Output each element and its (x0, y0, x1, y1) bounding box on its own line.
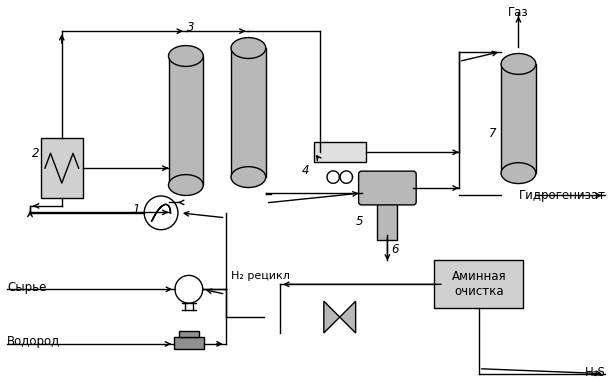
Text: 6: 6 (392, 243, 399, 256)
Circle shape (175, 275, 203, 303)
Text: Газ: Газ (508, 7, 529, 20)
Circle shape (144, 196, 178, 230)
Ellipse shape (169, 175, 203, 195)
Text: 3: 3 (187, 21, 194, 34)
Ellipse shape (501, 163, 536, 183)
Polygon shape (324, 301, 340, 333)
Text: Гидрогенизат: Гидрогенизат (519, 189, 606, 202)
Text: Водород: Водород (7, 336, 60, 349)
FancyBboxPatch shape (359, 171, 416, 205)
Bar (174, 337, 203, 349)
Bar (378, 202, 397, 240)
Bar (314, 142, 365, 162)
Polygon shape (340, 301, 356, 333)
Bar (169, 56, 203, 185)
Bar (179, 331, 199, 337)
Text: H₂S: H₂S (585, 366, 606, 379)
Ellipse shape (231, 167, 266, 188)
Text: 2: 2 (32, 147, 40, 160)
Text: H₂ рецикл: H₂ рецикл (231, 272, 290, 282)
Ellipse shape (169, 46, 203, 66)
Bar (231, 48, 266, 177)
Text: Аминная
очистка: Аминная очистка (452, 270, 506, 298)
Text: 5: 5 (356, 215, 364, 228)
Bar (501, 64, 536, 173)
Text: 7: 7 (489, 127, 497, 140)
Bar (434, 260, 524, 308)
Text: 4: 4 (302, 164, 310, 177)
Ellipse shape (231, 38, 266, 59)
Bar (41, 138, 82, 198)
Text: 1: 1 (133, 203, 140, 216)
Text: Сырье: Сырье (7, 281, 46, 294)
Ellipse shape (501, 54, 536, 74)
